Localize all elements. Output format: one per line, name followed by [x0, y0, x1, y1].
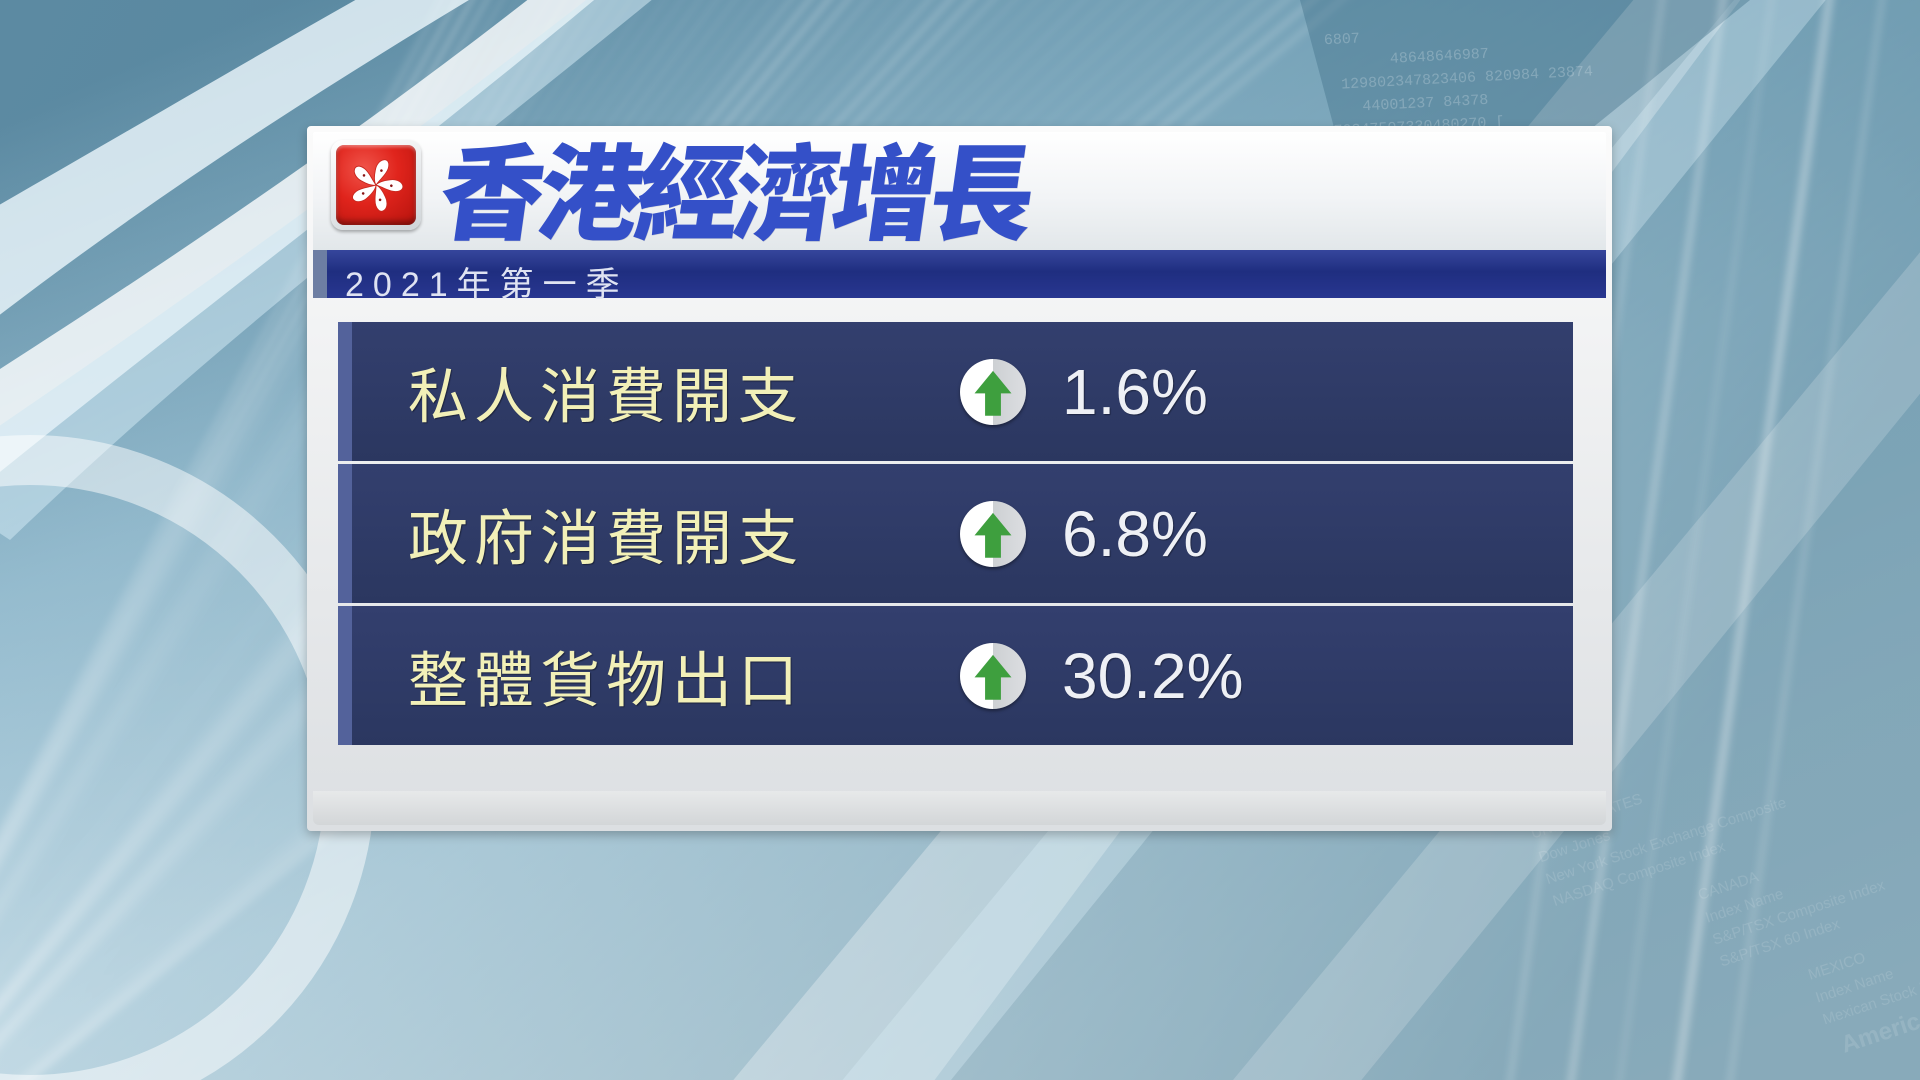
svg-text:6807: 6807 — [1323, 30, 1360, 49]
